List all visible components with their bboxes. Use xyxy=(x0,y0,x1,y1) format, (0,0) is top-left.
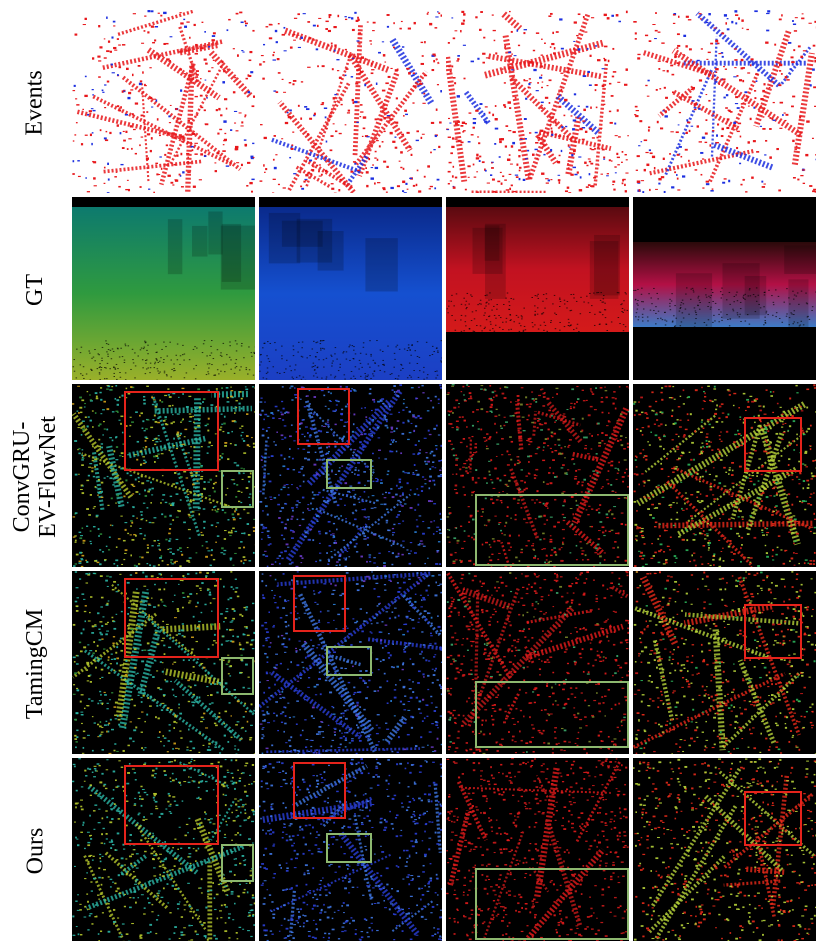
row-label-events-text: Events xyxy=(21,69,48,136)
highlight-box-red xyxy=(744,417,802,472)
row-label-taming: TamingCM xyxy=(0,571,70,756)
highlight-box-red xyxy=(124,391,219,471)
row-label-gt: GT xyxy=(0,197,70,382)
highlight-box-green xyxy=(221,470,254,508)
highlight-box-green xyxy=(326,459,372,489)
highlight-box-red xyxy=(124,578,219,658)
panel-convgru-scene-2 xyxy=(259,384,442,567)
panel-taming-scene-2 xyxy=(259,571,442,754)
row-label-events: Events xyxy=(0,10,70,195)
panel-events-scene-2 xyxy=(259,10,442,193)
highlight-box-green xyxy=(475,868,629,940)
panel-gt-scene-2 xyxy=(259,197,442,380)
highlight-box-red xyxy=(744,791,802,846)
highlight-box-green xyxy=(326,646,372,676)
panel-events-scene-1 xyxy=(72,10,255,193)
panel-ours-scene-3 xyxy=(446,758,629,941)
row-label-ours: Ours xyxy=(0,758,70,943)
highlight-box-green xyxy=(221,844,254,882)
panel-ours-scene-4 xyxy=(633,758,816,941)
panel-gt-scene-4 xyxy=(633,197,816,380)
panel-gt-scene-1 xyxy=(72,197,255,380)
panel-gt-scene-3 xyxy=(446,197,629,380)
highlight-box-red xyxy=(293,575,346,632)
panel-ours-scene-1 xyxy=(72,758,255,941)
highlight-box-red xyxy=(293,762,346,819)
panel-convgru-scene-4 xyxy=(633,384,816,567)
highlight-box-red xyxy=(297,388,350,445)
highlight-box-green xyxy=(475,681,629,748)
row-label-taming-text: TamingCM xyxy=(22,608,49,719)
panel-convgru-scene-1 xyxy=(72,384,255,567)
panel-events-scene-4 xyxy=(633,10,816,193)
row-label-gt-text: GT xyxy=(22,273,48,306)
highlight-box-green xyxy=(221,657,254,695)
panel-ours-scene-2 xyxy=(259,758,442,941)
row-label-convgru-line1: ConvGRU- xyxy=(9,421,35,532)
highlight-box-red xyxy=(124,765,219,845)
panel-events-scene-3 xyxy=(446,10,629,193)
row-label-convgru: ConvGRU- EV-FlowNet xyxy=(0,384,70,569)
highlight-box-green xyxy=(475,494,629,566)
panel-taming-scene-1 xyxy=(72,571,255,754)
row-label-convgru-line2: EV-FlowNet xyxy=(35,415,61,538)
row-label-ours-text: Ours xyxy=(21,827,48,874)
highlight-box-green xyxy=(326,833,372,863)
panel-taming-scene-4 xyxy=(633,571,816,754)
highlight-box-red xyxy=(744,604,802,659)
